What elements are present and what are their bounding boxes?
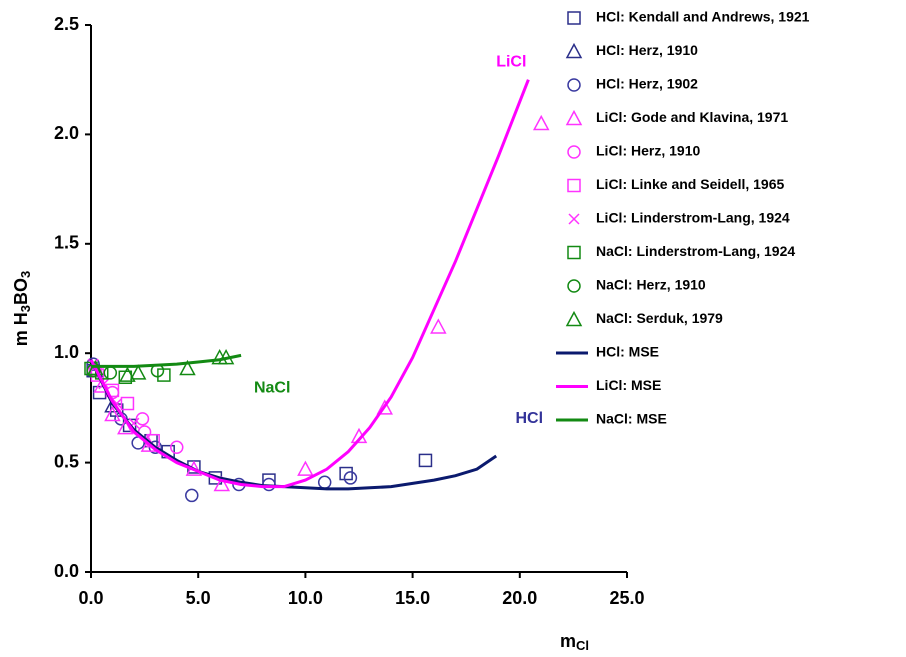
legend-label: NaCl: Linderstrom-Lang, 1924 <box>596 243 795 259</box>
marker-triangle <box>430 318 447 334</box>
x-tick-label: 15.0 <box>395 588 430 608</box>
marker-triangle <box>213 475 231 492</box>
marker-triangle <box>376 399 393 415</box>
marker-square <box>567 245 581 260</box>
y-tick-label: 0.5 <box>54 451 79 471</box>
legend-entry: NaCl: Serduk, 1979 <box>565 310 723 327</box>
model-line <box>89 359 498 491</box>
marker-triangle <box>119 366 136 382</box>
y-tick-label: 0.0 <box>54 561 79 581</box>
legend-label: LiCl: MSE <box>596 377 661 393</box>
legend-label: HCl: Kendall and Andrews, 1921 <box>596 9 810 25</box>
marker-square <box>339 466 353 481</box>
legend-label: NaCl: Herz, 1910 <box>596 277 706 293</box>
x-tick-label: 20.0 <box>502 588 537 608</box>
y-tick-label: 1.0 <box>54 342 79 362</box>
marker-triangle <box>129 364 147 380</box>
marker-circle <box>343 471 358 485</box>
legend-label: NaCl: Serduk, 1979 <box>596 310 723 326</box>
marker-circle <box>86 357 100 371</box>
subscript: 3 <box>18 305 33 312</box>
legend-entry: LiCl: Herz, 1910 <box>567 143 700 159</box>
subscript: Cl <box>576 638 589 653</box>
label-text: m <box>560 631 576 651</box>
legend-entry: LiCl: Linderstrom-Lang, 1924 <box>568 210 790 226</box>
legend-entry: HCl: Herz, 1910 <box>565 42 698 59</box>
marker-triangle <box>565 310 583 327</box>
subscript: 3 <box>18 271 33 278</box>
legend-entry: NaCl: Herz, 1910 <box>567 277 706 293</box>
marker-square <box>120 396 135 411</box>
marker-circle <box>567 145 581 159</box>
legend-label: LiCl: Gode and Klavina, 1971 <box>596 109 788 125</box>
legend-entry: HCl: Kendall and Andrews, 1921 <box>567 9 810 25</box>
marker-x <box>568 213 580 225</box>
model-line <box>91 353 242 368</box>
annotation: NaCl <box>254 379 290 396</box>
legend-label: NaCl: MSE <box>596 411 667 427</box>
label-text: BO <box>11 278 31 305</box>
y-tick-label: 2.5 <box>54 14 79 34</box>
marker-triangle <box>565 109 583 126</box>
marker-triangle <box>532 114 550 131</box>
marker-circle <box>317 475 332 490</box>
legend-label: LiCl: Herz, 1910 <box>596 143 700 159</box>
x-tick-label: 10.0 <box>288 588 323 608</box>
legend-label: HCl: Herz, 1910 <box>596 42 698 58</box>
x-tick-label: 0.0 <box>78 588 103 608</box>
label-text: m H <box>11 312 31 346</box>
legend-entry: LiCl: MSE <box>556 377 661 393</box>
marker-triangle <box>87 359 104 376</box>
ylabel-axis-label: m H3BO3 <box>11 271 34 346</box>
marker-circle <box>135 412 150 426</box>
marker-circle <box>567 78 581 92</box>
y-tick-label: 1.5 <box>54 233 79 253</box>
annotation: HCl <box>516 410 544 427</box>
legend-entry: HCl: Herz, 1902 <box>567 76 698 92</box>
x-tick-label: 5.0 <box>186 588 211 608</box>
annotation: LiCl <box>496 53 526 70</box>
legend-label: HCl: Herz, 1902 <box>596 76 698 92</box>
marker-square <box>567 178 581 193</box>
marker-triangle <box>297 460 314 476</box>
y-tick-label: 2.0 <box>54 123 79 143</box>
legend-label: HCl: MSE <box>596 344 659 360</box>
marker-square <box>418 453 433 468</box>
marker-circle <box>170 440 184 455</box>
marker-circle <box>103 366 118 380</box>
legend-label: LiCl: Linderstrom-Lang, 1924 <box>596 210 790 226</box>
legend-entry: NaCl: MSE <box>556 411 667 427</box>
xlabel-axis-label: mCl <box>560 631 589 654</box>
legend-entry: HCl: MSE <box>556 344 659 360</box>
legend-entry: LiCl: Gode and Klavina, 1971 <box>565 109 788 126</box>
marker-triangle <box>179 359 196 376</box>
marker-circle <box>567 279 581 293</box>
legend-label: LiCl: Linke and Seidell, 1965 <box>596 176 784 192</box>
marker-triangle <box>104 405 121 422</box>
legend-entry: NaCl: Linderstrom-Lang, 1924 <box>567 243 795 260</box>
model-line <box>89 79 530 489</box>
marker-square <box>567 11 581 25</box>
legend-entry: LiCl: Linke and Seidell, 1965 <box>567 176 784 193</box>
marker-triangle <box>565 42 583 59</box>
x-tick-label: 25.0 <box>609 588 644 608</box>
marker-circle <box>185 488 199 503</box>
